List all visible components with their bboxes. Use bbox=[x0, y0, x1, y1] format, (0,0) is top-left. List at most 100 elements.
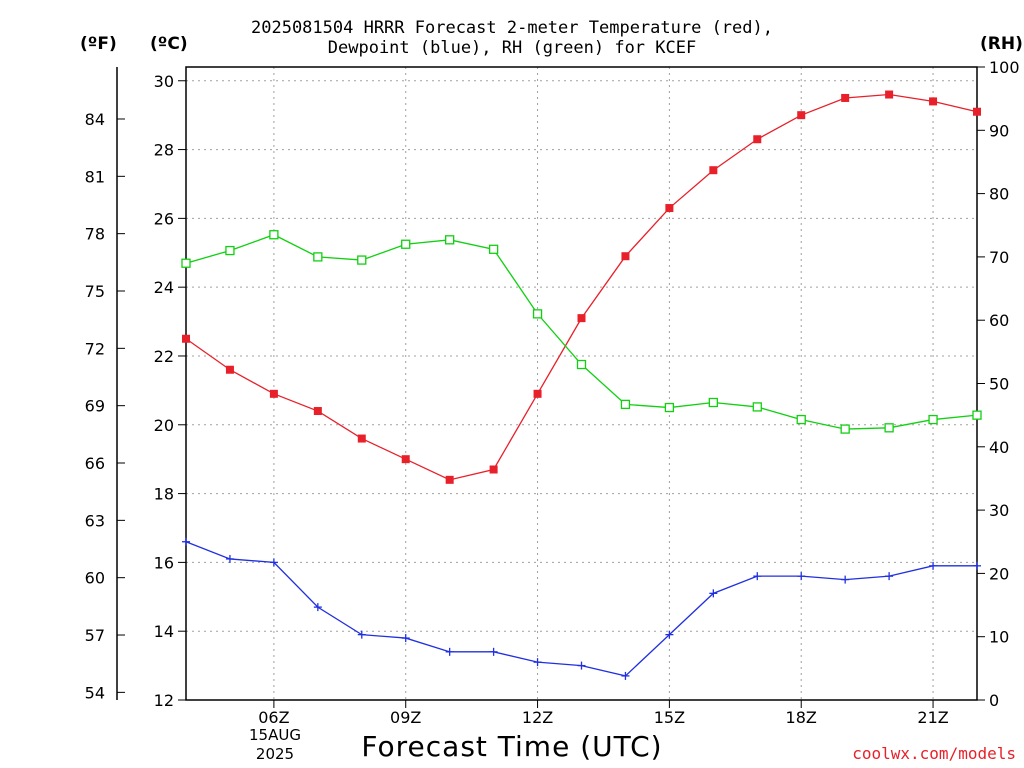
rh-point bbox=[181, 258, 191, 268]
dewpoint-point bbox=[621, 671, 630, 680]
celsius-tick-label: 14 bbox=[154, 622, 174, 641]
temperature-point bbox=[313, 407, 322, 416]
chart-title-line2: Dewpoint (blue), RH (green) for KCEF bbox=[327, 38, 697, 58]
dewpoint-point bbox=[665, 630, 674, 639]
rh-tick-label: 50 bbox=[989, 375, 1009, 394]
rh-point bbox=[313, 252, 323, 262]
rh-tick-label: 80 bbox=[989, 185, 1009, 204]
rh-tick-label: 20 bbox=[989, 564, 1009, 583]
dewpoint-line bbox=[185, 541, 977, 677]
chart-title-line1: 2025081504 HRRR Forecast 2-meter Tempera… bbox=[251, 18, 773, 38]
dewpoint-point bbox=[797, 572, 806, 581]
dewpoint-point bbox=[533, 658, 542, 667]
rh-point bbox=[488, 244, 499, 254]
dewpoint-point bbox=[401, 634, 410, 643]
x-tick-label: 09Z bbox=[390, 708, 421, 727]
temperature-point bbox=[973, 107, 981, 116]
fahrenheit-unit-label: (ºF) bbox=[80, 34, 117, 54]
temperature-point bbox=[621, 252, 630, 261]
celsius-tick-label: 12 bbox=[154, 691, 174, 710]
rh-point bbox=[796, 414, 806, 425]
rh-point bbox=[225, 245, 235, 256]
temperature-point bbox=[182, 334, 190, 343]
temperature-point bbox=[489, 465, 498, 474]
temperature-point bbox=[709, 166, 718, 175]
celsius-unit-label: (ºC) bbox=[150, 34, 188, 54]
temperature-point bbox=[577, 314, 586, 323]
rh-point bbox=[357, 255, 367, 265]
rh-line bbox=[185, 234, 978, 430]
dewpoint-point bbox=[709, 589, 718, 598]
temperature-point bbox=[665, 204, 674, 213]
fahrenheit-tick-label: 78 bbox=[85, 225, 105, 244]
dewpoint-point bbox=[182, 537, 190, 546]
rh-tick-label: 60 bbox=[989, 311, 1009, 330]
temperature-point bbox=[885, 90, 894, 99]
rh-tick-label: 100 bbox=[989, 58, 1020, 77]
dewpoint-point bbox=[489, 647, 498, 656]
dewpoint-point bbox=[225, 554, 234, 563]
celsius-tick-label: 20 bbox=[154, 416, 174, 435]
fahrenheit-tick-label: 81 bbox=[85, 167, 105, 186]
celsius-tick-label: 30 bbox=[154, 72, 174, 91]
celsius-tick-label: 26 bbox=[154, 209, 174, 228]
temperature-point bbox=[401, 455, 410, 464]
rh-point bbox=[708, 397, 718, 408]
rh-unit-label: (RH) bbox=[980, 34, 1023, 54]
rh-point bbox=[269, 230, 279, 240]
fahrenheit-tick-label: 72 bbox=[85, 339, 105, 358]
celsius-tick-label: 18 bbox=[154, 485, 174, 504]
temperature-point bbox=[269, 389, 278, 398]
temperature-point bbox=[533, 389, 542, 398]
dewpoint-point bbox=[445, 647, 454, 656]
fahrenheit-tick-label: 69 bbox=[85, 397, 105, 416]
date-year-label: 2025 bbox=[255, 745, 295, 763]
rh-point bbox=[532, 309, 543, 319]
dewpoint-point bbox=[973, 561, 981, 570]
dewpoint-point bbox=[929, 561, 938, 570]
fahrenheit-tick-label: 84 bbox=[85, 110, 105, 129]
dewpoint-point bbox=[753, 572, 762, 581]
x-tick-label: 18Z bbox=[786, 708, 817, 727]
celsius-tick-label: 24 bbox=[154, 278, 174, 297]
rh-point bbox=[840, 424, 850, 434]
fahrenheit-tick-label: 60 bbox=[85, 569, 105, 588]
x-tick-label: 21Z bbox=[917, 708, 948, 727]
rh-tick-label: 40 bbox=[989, 438, 1009, 457]
rh-tick-label: 30 bbox=[989, 501, 1009, 520]
rh-tick-label: 90 bbox=[989, 121, 1009, 140]
dewpoint-point bbox=[841, 575, 850, 584]
rh-point bbox=[664, 402, 675, 413]
fahrenheit-tick-label: 75 bbox=[85, 282, 105, 301]
axes: 12 14 16 18 20 22 24 26 28 30 54 57 60 63 66 69 72 75 78 81… bbox=[85, 58, 1020, 727]
plot-border bbox=[185, 66, 978, 701]
celsius-tick-label: 28 bbox=[154, 141, 174, 160]
grid-lines bbox=[186, 67, 977, 701]
fahrenheit-tick-label: 63 bbox=[85, 511, 105, 530]
rh-point bbox=[401, 239, 411, 249]
rh-tick-label: 10 bbox=[989, 628, 1009, 647]
dewpoint-point bbox=[357, 630, 366, 639]
temperature-point bbox=[225, 365, 234, 374]
temperature-point bbox=[929, 97, 938, 106]
dewpoint-point bbox=[313, 603, 322, 612]
dewpoint-point bbox=[269, 558, 278, 567]
fahrenheit-tick-label: 57 bbox=[85, 626, 105, 645]
rh-tick-label: 0 bbox=[989, 691, 999, 710]
temperature-point bbox=[841, 93, 850, 102]
temperature-point bbox=[445, 475, 454, 484]
rh-point bbox=[445, 235, 455, 245]
rh-point bbox=[576, 359, 587, 370]
credit-link[interactable]: coolwx.com/models bbox=[852, 744, 1016, 763]
rh-point bbox=[928, 414, 938, 425]
celsius-tick-label: 22 bbox=[154, 347, 174, 366]
fahrenheit-tick-label: 54 bbox=[85, 683, 105, 702]
temperature-point bbox=[753, 135, 762, 144]
celsius-tick-label: 16 bbox=[154, 553, 174, 572]
dewpoint-point bbox=[577, 661, 586, 670]
temperature-point bbox=[797, 111, 806, 120]
x-tick-label: 15Z bbox=[654, 708, 685, 727]
rh-point bbox=[972, 410, 982, 420]
x-axis-title: Forecast Time (UTC) bbox=[361, 730, 663, 763]
